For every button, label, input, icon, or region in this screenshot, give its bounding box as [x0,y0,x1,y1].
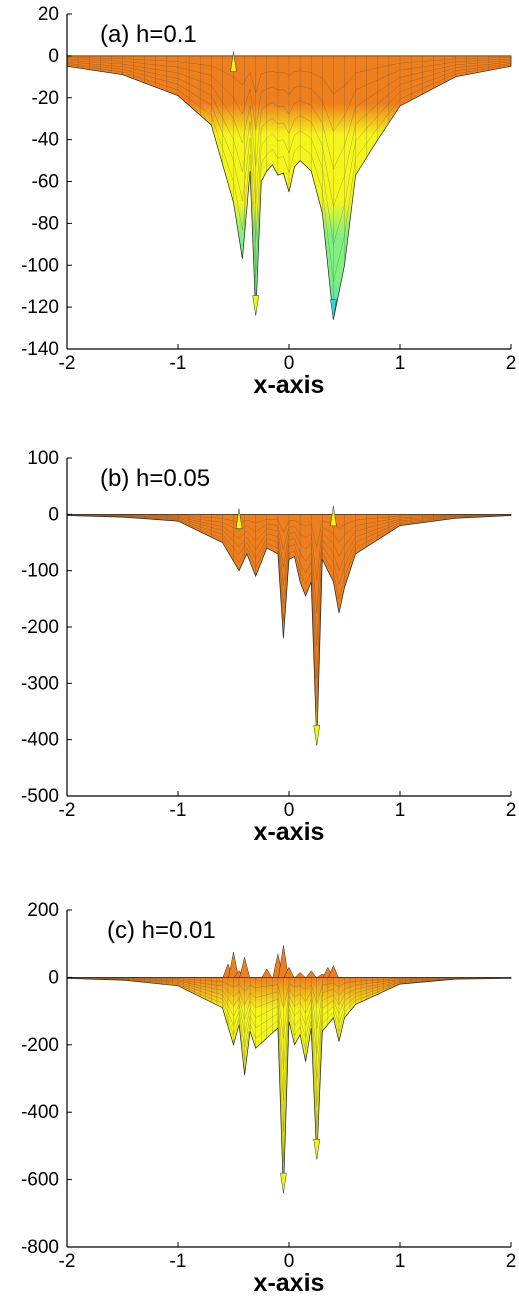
y-tick-label: -140 [21,339,59,360]
panel-title: (a) h=0.1 [100,21,197,48]
mesh-curve [66,61,512,208]
mesh-curve [66,57,512,94]
peak-mark [280,1172,287,1194]
y-tick-label: -120 [21,297,59,318]
y-tick-label: 200 [27,900,59,921]
x-tick-label: 0 [284,800,295,821]
surface-mesh [66,977,512,1194]
y-tick-label: 0 [48,967,59,988]
peak-mark [230,51,237,72]
mesh-curve [66,978,512,1163]
y-tick-label: -600 [21,1170,59,1191]
x-tick-label: -1 [170,1251,187,1272]
mesh-curve [66,514,512,680]
mesh-curve [66,514,512,614]
y-tick-label: -100 [21,255,59,276]
peak-mark [313,725,321,746]
mesh-curve [66,977,512,1009]
x-tick-label: -2 [59,800,76,821]
mesh-curve [66,58,512,132]
spike-up [283,966,295,978]
y-tick-label: -800 [21,1237,59,1258]
panel-title: (b) h=0.05 [100,465,210,492]
x-tick-label: 2 [506,1251,517,1272]
y-tick-label: 0 [48,504,59,525]
mesh-curve [66,977,512,1101]
peak-mark [313,1139,321,1160]
mesh-curve [66,514,512,548]
spike-up [305,970,317,978]
mesh-curve [66,60,512,170]
mesh-curve [66,977,512,1132]
mesh-curve [66,63,512,245]
x-tick-label: 1 [395,353,406,374]
peak-mark [330,299,337,320]
y-tick-label: -300 [21,673,59,694]
peak-mark [235,508,243,529]
y-tick-label: -500 [21,786,59,807]
y-tick-label: -100 [21,561,59,582]
panel-title: (c) h=0.01 [107,917,216,944]
y-tick-label: -200 [21,1035,59,1056]
y-tick-label: -400 [21,1102,59,1123]
mesh-curve [66,64,512,283]
x-tick-label: -1 [170,353,187,374]
x-tick-label: -2 [59,353,76,374]
y-tick-label: -60 [32,172,59,193]
x-tick-label: -1 [170,800,187,821]
y-tick-label: -20 [32,88,59,109]
x-tick-label: -2 [59,1251,76,1272]
surface-mesh [66,514,512,713]
y-tick-label: -40 [32,130,59,151]
spike-up [228,952,239,978]
spike-up [239,957,250,978]
x-tick-label: 0 [284,1251,295,1272]
surface-mesh [66,55,512,320]
x-tick-label: 2 [506,800,517,821]
spike-up [261,968,273,978]
y-tick-label: 20 [38,4,59,25]
mesh-curve [66,514,512,647]
peak-mark [252,295,259,316]
y-tick-label: -400 [21,730,59,751]
x-tick-label: 0 [284,353,295,374]
mesh-curve [66,515,512,713]
x-tick-label: 1 [395,800,406,821]
spike-up [278,945,289,978]
peak-mark [330,505,337,527]
y-tick-label: 0 [48,46,59,67]
x-tick-label: 2 [506,353,517,374]
panel-a: 20 0 -20 -40 -60 -80 -100 -120 -140-2 -1 0 1 2 x-axis… [21,4,516,399]
spike-up [328,964,339,978]
x-axis-label: x-axis [254,1269,325,1297]
y-tick-label: -200 [21,617,59,638]
mesh-curve [66,977,512,1040]
x-axis-label: x-axis [254,818,325,846]
panel-b: 100 0 -100 -200 -300 -400 -500-2 -1 0 1 2 x-axis (b)… [21,448,516,846]
spike-up [294,971,306,978]
x-tick-label: 1 [395,1251,406,1272]
x-axis-label: x-axis [254,371,325,399]
mesh-curve [66,977,512,1070]
y-tick-label: 100 [27,448,59,469]
mesh-curve [66,514,512,581]
y-tick-label: -80 [32,213,59,234]
panel-c: 200 0 -200 -400 -600 -800-2 -1 0 1 2 x-axis (c) h=0… [21,900,516,1297]
